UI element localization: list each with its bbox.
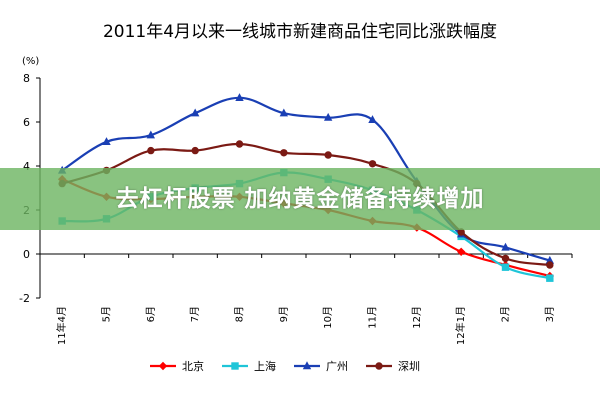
data-point xyxy=(147,146,155,155)
x-tick-label: 11年4月 xyxy=(55,306,68,345)
data-point xyxy=(546,261,554,269)
x-tick-label: 9月 xyxy=(278,306,290,322)
legend-label: 深圳 xyxy=(398,360,420,373)
x-tick-label: 7月 xyxy=(189,306,201,322)
data-point xyxy=(279,108,289,117)
overlay-banner-text: 去杠杆股票 加纳黄金储备持续增加 xyxy=(115,186,485,212)
data-point xyxy=(501,254,510,263)
data-point xyxy=(456,247,466,256)
legend-item: 上海 xyxy=(222,359,276,373)
legend-label: 北京 xyxy=(182,359,204,373)
chart-title: 2011年4月以来一线城市新建商品住宅同比涨跌幅度 xyxy=(103,22,497,42)
legend-marker xyxy=(158,361,168,371)
y-tick-label: 8 xyxy=(23,72,30,85)
x-tick-label: 8月 xyxy=(234,306,246,322)
legend-item: 北京 xyxy=(150,359,204,373)
x-tick-label: 2月 xyxy=(500,306,512,322)
x-tick-label: 11月 xyxy=(367,306,379,329)
data-point xyxy=(368,160,377,168)
data-point xyxy=(190,108,200,117)
data-point xyxy=(501,263,510,271)
x-tick-label: 10月 xyxy=(322,306,334,329)
data-point xyxy=(102,137,111,145)
y-axis-unit-label: (%) xyxy=(22,56,39,67)
y-tick-label: 6 xyxy=(23,116,30,129)
x-tick-label: 12年1月 xyxy=(454,306,467,345)
x-tick-label: 12月 xyxy=(411,306,423,329)
x-tick-label: 3月 xyxy=(544,306,556,322)
data-point xyxy=(546,274,554,282)
overlay-banner xyxy=(0,168,600,230)
data-point xyxy=(457,228,465,236)
data-point xyxy=(280,149,288,157)
legend-item: 广州 xyxy=(294,360,348,373)
data-point xyxy=(324,151,332,159)
y-tick-label: -2 xyxy=(19,292,30,305)
legend-marker xyxy=(231,362,239,370)
data-point xyxy=(501,242,510,251)
x-tick-label: 6月 xyxy=(145,306,157,322)
data-point xyxy=(191,146,199,155)
legend-marker xyxy=(302,361,312,370)
data-point xyxy=(235,93,244,101)
legend-label: 上海 xyxy=(254,359,276,373)
data-point xyxy=(368,115,377,123)
data-point xyxy=(235,140,244,148)
data-point xyxy=(545,255,555,264)
data-point xyxy=(323,112,333,121)
y-tick-label: 0 xyxy=(23,248,30,261)
y-tick-label: 4 xyxy=(23,160,30,173)
data-point xyxy=(146,130,156,139)
x-axis-ticks: 11年4月 5月 6月 7月 8月 9月 10月 11月 12月 12年1月 2月 3月 xyxy=(39,254,573,345)
legend-item: 深圳 xyxy=(366,360,420,373)
legend-label: 广州 xyxy=(326,360,348,373)
legend-marker xyxy=(375,362,383,370)
legend: 北京 上海 广州 深圳 xyxy=(150,359,420,373)
x-tick-label: 5月 xyxy=(101,306,113,322)
